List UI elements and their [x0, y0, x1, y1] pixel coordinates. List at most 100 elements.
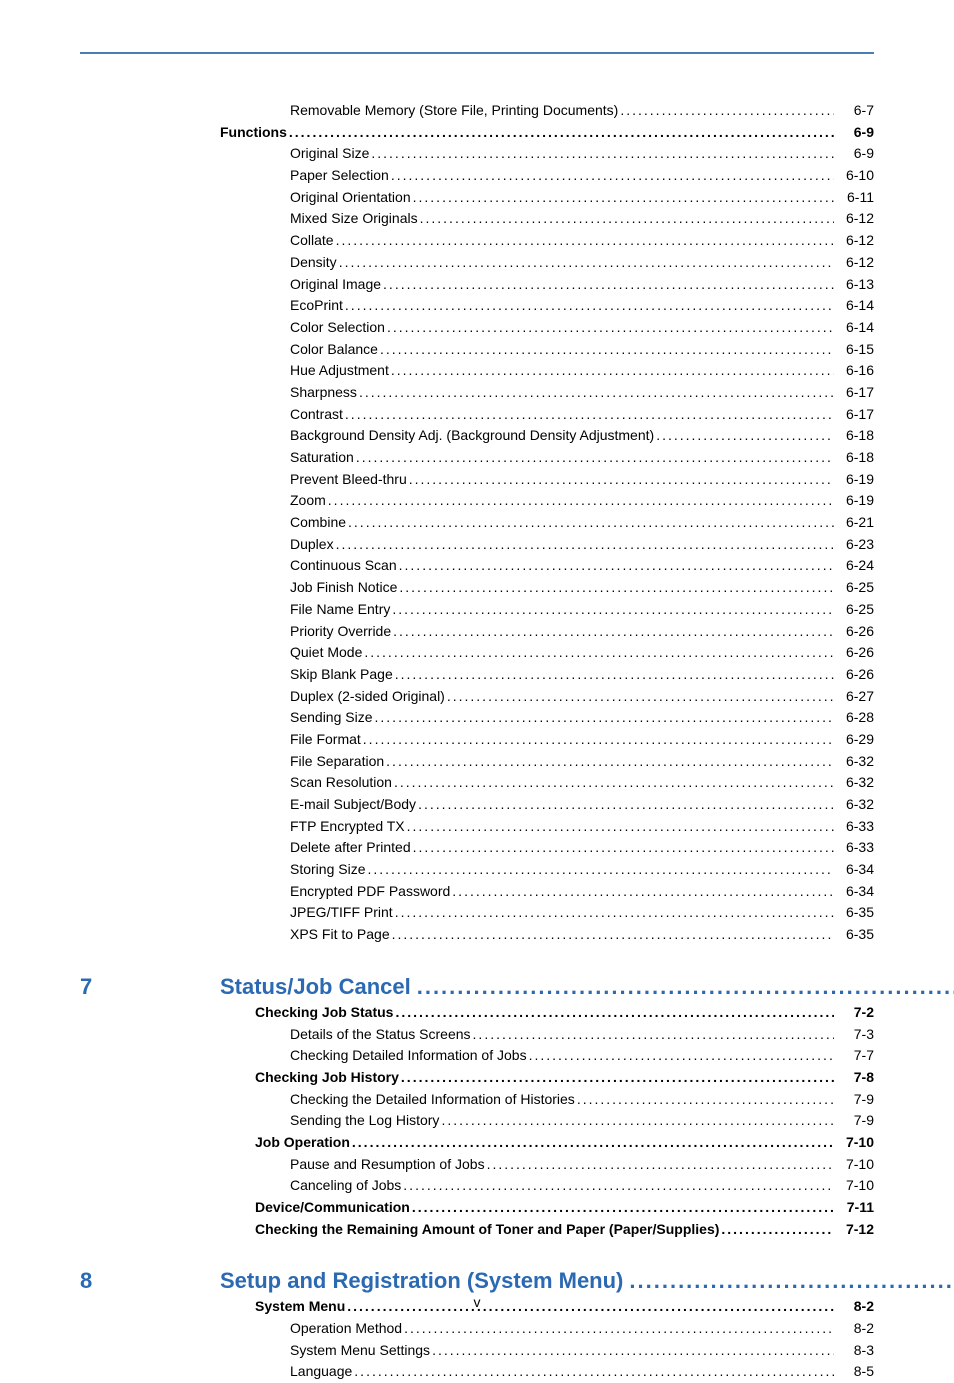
- toc-entry-label[interactable]: Storing Size: [290, 859, 365, 881]
- toc-entry-label[interactable]: Zoom: [290, 490, 326, 512]
- toc-entry-label[interactable]: Job Finish Notice: [290, 577, 397, 599]
- toc-entry-label[interactable]: Functions: [220, 122, 287, 144]
- toc-entry-label[interactable]: Priority Override: [290, 621, 391, 643]
- toc-entry: Sending the Log History 7-9: [80, 1110, 874, 1132]
- toc-entry-label[interactable]: System Menu Settings: [290, 1340, 430, 1362]
- toc-entry-label[interactable]: Color Selection: [290, 317, 385, 339]
- toc-entry-page: 7-7: [834, 1045, 874, 1067]
- chapter-7-title[interactable]: Status/Job Cancel: [220, 974, 417, 1000]
- toc-entry-label[interactable]: Duplex: [290, 534, 334, 556]
- toc-entry-page: 8-3: [834, 1340, 874, 1362]
- toc-entry-label[interactable]: Combine: [290, 512, 346, 534]
- toc-entry-label[interactable]: EcoPrint: [290, 295, 343, 317]
- toc-entry-label[interactable]: Original Image: [290, 274, 381, 296]
- toc-entry: FTP Encrypted TX 6-33: [80, 816, 874, 838]
- toc-entry-label[interactable]: Background Density Adj. (Background Dens…: [290, 425, 654, 447]
- toc-block-chapter-7: Checking Job Status 7-2Details of the St…: [80, 1002, 874, 1241]
- toc-entry-page: 6-12: [834, 252, 874, 274]
- leader-dots: [445, 686, 834, 708]
- toc-entry-label[interactable]: Checking Detailed Information of Jobs: [290, 1045, 527, 1067]
- toc-entry-label[interactable]: Checking the Detailed Information of His…: [290, 1089, 575, 1111]
- leader-dots: [450, 881, 834, 903]
- toc-entry-label[interactable]: Device/Communication: [255, 1197, 410, 1219]
- chapter-7-number: 7: [80, 974, 220, 1000]
- toc-entry: Sending Size 6-28: [80, 707, 874, 729]
- toc-entry-label[interactable]: Checking Job History: [255, 1067, 399, 1089]
- leader-dots: [405, 816, 834, 838]
- toc-entry: Scan Resolution 6-32: [80, 772, 874, 794]
- leader-dots: [391, 621, 834, 643]
- toc-entry: File Name Entry 6-25: [80, 599, 874, 621]
- toc-entry-label[interactable]: Prevent Bleed-thru: [290, 469, 407, 491]
- toc-entry: Contrast 6-17: [80, 404, 874, 426]
- toc-entry-label[interactable]: Checking the Remaining Amount of Toner a…: [255, 1219, 719, 1241]
- toc-entry-page: 6-25: [834, 599, 874, 621]
- leader-dots: [390, 924, 834, 946]
- toc-entry-page: 6-24: [834, 555, 874, 577]
- leader-dots: [352, 1361, 834, 1383]
- toc-entry-label[interactable]: Removable Memory (Store File, Printing D…: [290, 100, 618, 122]
- leader-dots: [397, 555, 834, 577]
- toc-entry-label[interactable]: FTP Encrypted TX: [290, 816, 405, 838]
- leader-dots: [407, 469, 834, 491]
- toc-entry-label[interactable]: Original Size: [290, 143, 369, 165]
- leader-dots: [471, 1024, 834, 1046]
- toc-entry-label[interactable]: Sharpness: [290, 382, 357, 404]
- toc-entry-page: 6-23: [834, 534, 874, 556]
- toc-entry-label[interactable]: Sending Size: [290, 707, 373, 729]
- toc-entry-label[interactable]: Color Balance: [290, 339, 378, 361]
- chapter-8-title[interactable]: Setup and Registration (System Menu): [220, 1268, 629, 1294]
- toc-entry: Storing Size 6-34: [80, 859, 874, 881]
- toc-entry-label[interactable]: Skip Blank Page: [290, 664, 393, 686]
- toc-entry-page: 6-11: [834, 187, 874, 209]
- toc-entry-label[interactable]: E-mail Subject/Body: [290, 794, 416, 816]
- toc-entry-page: 6-33: [834, 837, 874, 859]
- leader-dots: [343, 295, 834, 317]
- toc-entry-label[interactable]: Density: [290, 252, 337, 274]
- toc-entry-label[interactable]: Contrast: [290, 404, 343, 426]
- toc-entry-label[interactable]: JPEG/TIFF Print: [290, 902, 393, 924]
- toc-entry: Collate 6-12: [80, 230, 874, 252]
- toc-entry-label[interactable]: Encrypted PDF Password: [290, 881, 450, 903]
- toc-entry: XPS Fit to Page 6-35: [80, 924, 874, 946]
- toc-entry-page: 7-10: [834, 1154, 874, 1176]
- toc-entry-page: 6-15: [834, 339, 874, 361]
- toc-entry-label[interactable]: Mixed Size Originals: [290, 208, 418, 230]
- toc-entry-label[interactable]: XPS Fit to Page: [290, 924, 390, 946]
- toc-entry-page: 6-32: [834, 772, 874, 794]
- toc-entry-label[interactable]: Paper Selection: [290, 165, 389, 187]
- toc-entry-label[interactable]: File Format: [290, 729, 361, 751]
- toc-entry: Continuous Scan 6-24: [80, 555, 874, 577]
- toc-entry-label[interactable]: Collate: [290, 230, 334, 252]
- toc-entry-label[interactable]: Checking Job Status: [255, 1002, 393, 1024]
- toc-entry-label[interactable]: Job Operation: [255, 1132, 350, 1154]
- toc-entry-label[interactable]: File Name Entry: [290, 599, 390, 621]
- toc-entry-label[interactable]: Original Orientation: [290, 187, 411, 209]
- toc-entry-page: 7-11: [834, 1197, 874, 1219]
- toc-entry-label[interactable]: Operation Method: [290, 1318, 402, 1340]
- toc-entry-page: 6-35: [834, 924, 874, 946]
- toc-entry-label[interactable]: Saturation: [290, 447, 354, 469]
- toc-entry-label[interactable]: Canceling of Jobs: [290, 1175, 401, 1197]
- toc-entry: Prevent Bleed-thru 6-19: [80, 469, 874, 491]
- leader-dots: [390, 599, 834, 621]
- leader-dots: [334, 534, 834, 556]
- toc-entry-label[interactable]: Continuous Scan: [290, 555, 397, 577]
- toc-block-functions: Removable Memory (Store File, Printing D…: [80, 100, 874, 946]
- toc-entry-label[interactable]: File Separation: [290, 751, 384, 773]
- toc-entry-label[interactable]: Quiet Mode: [290, 642, 362, 664]
- toc-entry-label[interactable]: Duplex (2-sided Original): [290, 686, 445, 708]
- leader-dots: [365, 859, 834, 881]
- toc-entry-label[interactable]: Sending the Log History: [290, 1110, 439, 1132]
- toc-entry-label[interactable]: Scan Resolution: [290, 772, 392, 794]
- toc-entry: Duplex (2-sided Original) 6-27: [80, 686, 874, 708]
- toc-entry-page: 6-12: [834, 230, 874, 252]
- toc-entry-label[interactable]: Hue Adjustment: [290, 360, 389, 382]
- toc-entry: Paper Selection 6-10: [80, 165, 874, 187]
- toc-entry-page: 7-9: [834, 1110, 874, 1132]
- toc-entry-label[interactable]: Language: [290, 1361, 352, 1383]
- leader-dots: [399, 1067, 834, 1089]
- toc-entry-label[interactable]: Details of the Status Screens: [290, 1024, 471, 1046]
- toc-entry-label[interactable]: Pause and Resumption of Jobs: [290, 1154, 485, 1176]
- toc-entry-label[interactable]: Delete after Printed: [290, 837, 411, 859]
